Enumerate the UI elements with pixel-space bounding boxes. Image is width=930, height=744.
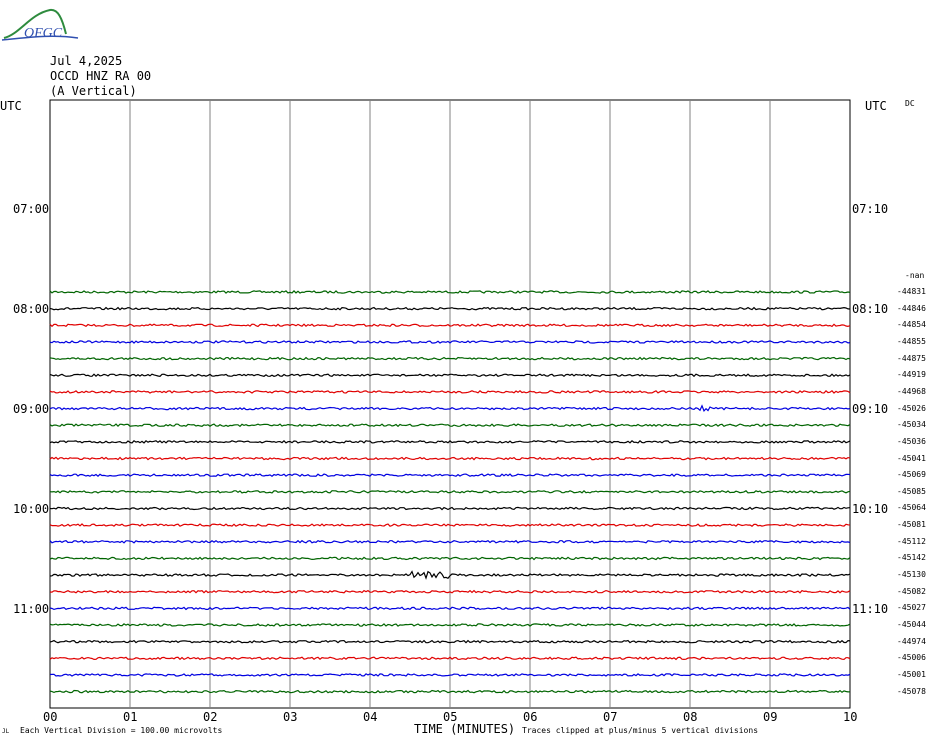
- seismic-trace: [49, 639, 851, 644]
- seismic-trace: [49, 356, 851, 361]
- seismic-trace: [49, 506, 851, 511]
- dc-value-label: -45085: [897, 486, 926, 496]
- x-tick-label: 08: [683, 710, 698, 724]
- seismic-trace: [49, 340, 851, 344]
- dc-value-label: -45036: [897, 436, 926, 446]
- dc-value-label: -45082: [897, 586, 926, 596]
- seismic-trace: [49, 689, 851, 694]
- x-tick-label: 04: [363, 710, 378, 724]
- dc-value-label: -45130: [897, 570, 926, 580]
- left-hour-label: 11:00: [13, 602, 50, 616]
- dc-value-label: -44968: [897, 386, 926, 396]
- dc-value-label: -45081: [897, 520, 926, 530]
- x-axis-label: TIME (MINUTES): [414, 722, 516, 736]
- seismic-trace: [49, 489, 851, 494]
- seismic-trace: [49, 656, 851, 661]
- logo: OFGC: [0, 4, 80, 44]
- left-axis-title: UTC: [0, 99, 22, 113]
- corner-mark: JL: [2, 728, 10, 735]
- x-tick-label: 06: [523, 710, 538, 724]
- seismic-trace: [49, 539, 851, 544]
- right-hour-label: 09:10: [852, 402, 889, 416]
- logo-text: OFGC: [24, 26, 63, 41]
- dc-value-label: -45112: [897, 536, 926, 546]
- seismic-trace: [49, 673, 851, 677]
- right-hour-label: 07:10: [852, 202, 889, 216]
- seismic-trace: [49, 323, 851, 328]
- right-hour-label: 08:10: [852, 302, 889, 316]
- x-tick-label: 00: [43, 710, 58, 724]
- dc-value-label: -45041: [897, 453, 926, 463]
- logo-swoosh-icon: [1, 8, 79, 41]
- dc-value-label: -44875: [897, 353, 926, 363]
- seismic-trace: [49, 306, 851, 311]
- left-hour-label: 07:00: [13, 202, 50, 216]
- dc-value-label: -44855: [897, 336, 926, 346]
- dc-value-label: -44919: [897, 370, 926, 380]
- right-axis-title: UTC: [865, 99, 887, 113]
- x-tick-label: 05: [443, 710, 458, 724]
- header-date: Jul 4,2025: [50, 54, 123, 68]
- scale-note: Each Vertical Division = 100.00 microvol…: [20, 726, 223, 735]
- x-tick-label: 01: [123, 710, 138, 724]
- dc-label: DC: [905, 99, 915, 108]
- nan-label: -nan: [905, 271, 925, 280]
- seismic-trace: [49, 473, 851, 478]
- seismic-trace: [49, 589, 851, 594]
- seismic-trace: [49, 439, 851, 444]
- seismic-trace: [49, 423, 851, 428]
- left-hour-label: 09:00: [13, 402, 50, 416]
- dc-value-label: -44846: [897, 303, 926, 313]
- x-tick-label: 10: [843, 710, 858, 724]
- x-tick-label: 03: [283, 710, 298, 724]
- dc-value-label: -45069: [897, 470, 926, 480]
- dc-value-label: -44854: [897, 320, 926, 330]
- x-tick-label: 09: [763, 710, 778, 724]
- left-hour-label: 10:00: [13, 502, 50, 516]
- seismic-trace: [49, 373, 851, 378]
- dc-value-label: -45034: [897, 420, 926, 430]
- seismic-trace: [49, 290, 851, 294]
- x-tick-label: 02: [203, 710, 218, 724]
- seismic-trace: [49, 389, 851, 394]
- header-station: OCCD HNZ RA 00: [50, 69, 152, 83]
- right-hour-label: 11:10: [852, 602, 889, 616]
- seismic-trace: [49, 456, 851, 461]
- dc-value-label: -45026: [897, 403, 926, 413]
- traces: [49, 290, 851, 694]
- seismic-trace: [49, 556, 851, 561]
- dc-value-label: -44974: [897, 636, 926, 646]
- right-hour-label: 10:10: [852, 502, 889, 516]
- seismic-trace: [49, 606, 851, 611]
- dc-value-label: -45027: [897, 603, 926, 613]
- x-tick-label: 07: [603, 710, 618, 724]
- dc-value-label: -45142: [897, 553, 926, 563]
- seismic-trace: [49, 523, 851, 527]
- header-component: (A Vertical): [50, 84, 137, 98]
- dc-value-label: -45006: [897, 653, 926, 663]
- left-hour-label: 08:00: [13, 302, 50, 316]
- dc-value-label: -45001: [897, 669, 926, 679]
- seismic-trace: [49, 404, 851, 413]
- seismic-trace: [49, 623, 851, 627]
- dc-value-label: -44831: [897, 287, 926, 296]
- seismic-trace: [49, 570, 851, 580]
- clip-note: Traces clipped at plus/minus 5 vertical …: [522, 726, 759, 735]
- dc-value-label: -45064: [897, 503, 926, 513]
- dc-value-label: -45044: [897, 620, 926, 629]
- grid: [49, 99, 851, 709]
- dc-value-label: -45078: [897, 686, 926, 696]
